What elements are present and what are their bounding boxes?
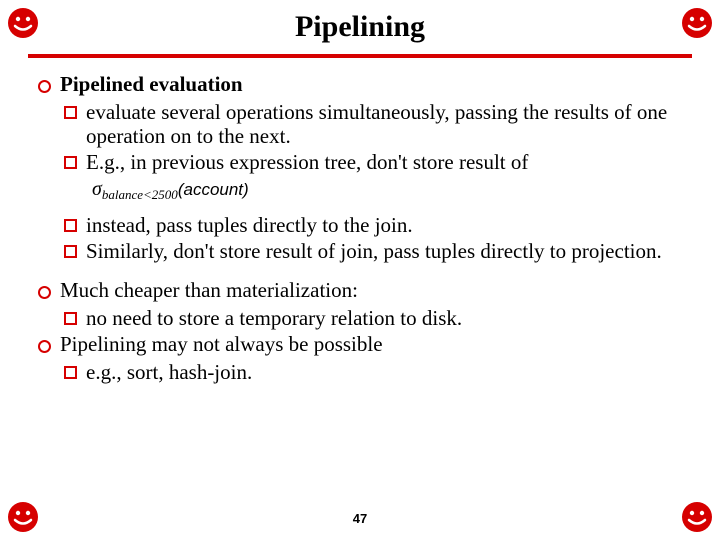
slide-title: Pipelining — [0, 0, 720, 44]
bullet-not-always: Pipelining may not always be possible — [60, 332, 676, 356]
subbullet-no-need: no need to store a temporary relation to… — [60, 306, 676, 330]
subbullet-eg-tree: E.g., in previous expression tree, don't… — [60, 150, 676, 201]
subbullet-sort-hashjoin: e.g., sort, hash-join. — [60, 360, 676, 384]
bullet-pipelined-eval: Pipelined evaluation — [60, 72, 676, 96]
bullet-cheaper: Much cheaper than materialization: — [60, 278, 676, 302]
bullet-heading: Pipelined evaluation — [60, 72, 243, 96]
subbullet-instead: instead, pass tuples directly to the joi… — [60, 213, 676, 237]
subbullet-evaluate: evaluate several operations simultaneous… — [60, 100, 676, 148]
subbullet-similarly: Similarly, don't store result of join, p… — [60, 239, 676, 263]
title-rule — [28, 54, 692, 58]
page-number: 47 — [0, 511, 720, 526]
slide-content: Pipelined evaluation evaluate several op… — [0, 72, 720, 384]
corner-smiley-icon — [6, 6, 40, 40]
subbullet-eg-prefix: E.g., in previous expression tree, don't… — [86, 150, 528, 174]
sigma-expression: σbalance<2500(account) — [92, 176, 249, 201]
corner-smiley-icon — [680, 6, 714, 40]
